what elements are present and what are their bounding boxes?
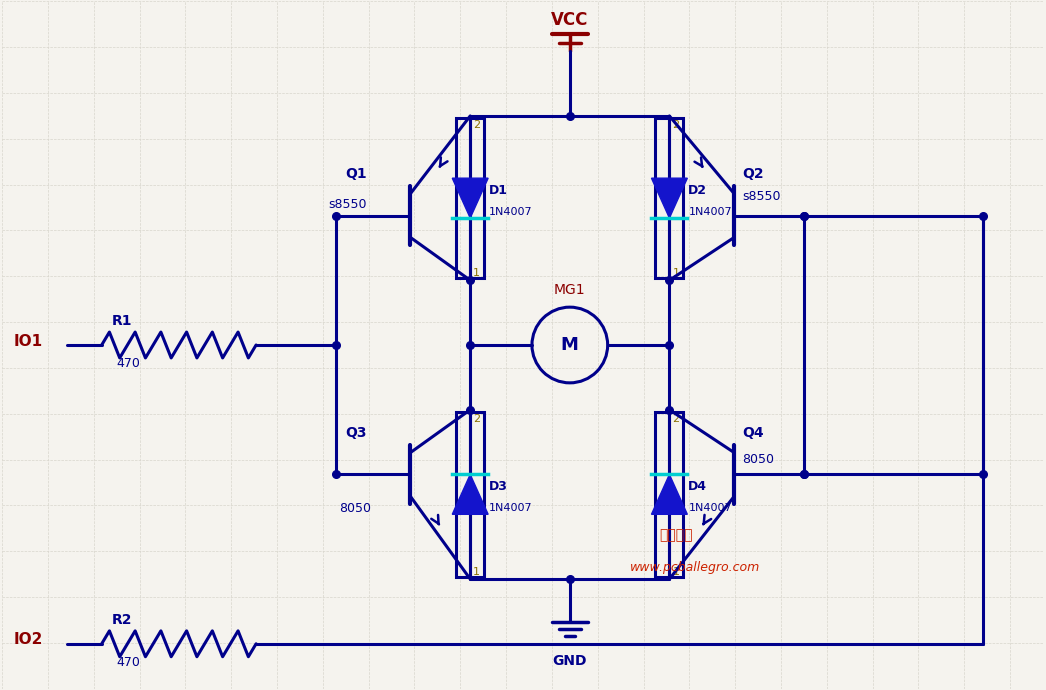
Text: 小北设计: 小北设计 [659, 529, 692, 542]
Text: VCC: VCC [551, 11, 589, 29]
Text: 2: 2 [673, 414, 680, 424]
Text: 2: 2 [473, 414, 480, 424]
Bar [656, 118, 683, 278]
Text: s8550: s8550 [742, 190, 780, 203]
Text: D3: D3 [490, 480, 508, 493]
Text: 1: 1 [473, 268, 480, 278]
Text: M: M [561, 336, 578, 354]
Text: 1N4007: 1N4007 [490, 503, 532, 513]
Bar [456, 118, 484, 278]
Text: 1N4007: 1N4007 [490, 207, 532, 217]
Text: 8050: 8050 [339, 502, 370, 515]
Text: 2: 2 [473, 120, 480, 130]
Text: 1N4007: 1N4007 [688, 207, 732, 217]
Text: 1: 1 [673, 567, 680, 577]
Text: D2: D2 [688, 184, 707, 197]
Text: s8550: s8550 [328, 197, 367, 210]
Text: Q2: Q2 [742, 167, 764, 181]
Text: www.pcballegro.com: www.pcballegro.com [630, 561, 759, 574]
Bar [656, 412, 683, 577]
Polygon shape [452, 178, 488, 218]
Text: 1: 1 [473, 567, 480, 577]
Text: R1: R1 [112, 314, 132, 328]
Text: MG1: MG1 [554, 283, 586, 297]
Text: 1: 1 [673, 268, 680, 278]
Text: 1N4007: 1N4007 [688, 503, 732, 513]
Text: Q1: Q1 [346, 167, 367, 181]
Text: GND: GND [552, 653, 587, 668]
Text: 2: 2 [673, 120, 680, 130]
Polygon shape [652, 475, 687, 514]
Text: Q3: Q3 [346, 426, 367, 440]
Text: IO1: IO1 [14, 333, 43, 348]
Text: IO2: IO2 [14, 632, 44, 647]
Text: D4: D4 [688, 480, 707, 493]
Text: 470: 470 [117, 357, 140, 370]
Polygon shape [652, 178, 687, 218]
Polygon shape [452, 475, 488, 514]
Text: Q4: Q4 [742, 426, 764, 440]
Text: 470: 470 [117, 656, 140, 669]
Text: R2: R2 [112, 613, 132, 627]
Text: 8050: 8050 [742, 453, 774, 466]
Bar [456, 412, 484, 577]
Text: D1: D1 [490, 184, 508, 197]
